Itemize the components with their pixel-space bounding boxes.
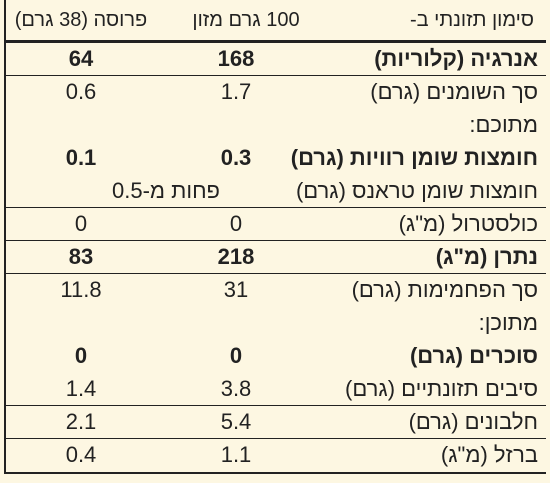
header-per100: 100 גרם מזון (192, 9, 300, 31)
value-per100: 0 (229, 343, 243, 368)
value-per100: 5.4 (220, 409, 252, 434)
row-label: נתרן (מ"ג) (435, 244, 538, 269)
row-label: חומצות שומן טראנס (גרם) (295, 178, 538, 203)
row-label: מתוכם: (469, 112, 538, 137)
value-per100: 1.7 (220, 79, 252, 104)
row-label: חומצות שומן רוויות (גרם) (290, 145, 538, 170)
row-label: סך השומנים (גרם) (370, 79, 538, 104)
value-per-slice: 2.1 (65, 409, 97, 434)
value-per100: 31 (223, 277, 249, 302)
value-per-slice: 11.8 (60, 277, 102, 302)
value-per100: 168 (217, 46, 255, 71)
row-label: ברזל (מ"ג) (440, 442, 538, 467)
value-per100: 0.3 (220, 145, 252, 170)
value-per100: 0 (229, 211, 243, 236)
value-per100: 3.8 (220, 376, 252, 401)
value-both: פחות מ-0.5 (112, 178, 220, 203)
value-per-slice: 1.4 (65, 376, 97, 401)
row-label: סך הפחמימות (גרם) (351, 277, 538, 302)
row-rule (6, 207, 546, 208)
header-per-slice: פרוסה (38 גרם) (14, 9, 148, 31)
value-per100: 218 (217, 244, 255, 269)
value-per-slice: 0.4 (65, 442, 97, 467)
row-rule (6, 438, 546, 439)
row-rule (6, 75, 546, 76)
row-label: אנרגיה (קלוריות) (374, 46, 538, 71)
row-label: סוכרים (גרם) (409, 343, 538, 368)
value-per-slice: 83 (68, 244, 94, 269)
row-label: חלבונים (גרם) (408, 409, 538, 434)
value-per-slice: 0.6 (65, 79, 97, 104)
header-rule (6, 40, 546, 43)
header-label: סימון תזונתי ב- (409, 9, 534, 31)
row-rule (6, 405, 546, 406)
value-per-slice: 64 (68, 46, 94, 71)
row-rule (6, 240, 546, 241)
value-per-slice: 0 (74, 343, 88, 368)
nutrition-table: סימון תזונתי ב- 100 גרם מזון פרוסה (38 ג… (4, 0, 546, 474)
value-per-slice: 0 (74, 211, 88, 236)
row-label: סיבים תזונתיים (גרם) (345, 376, 538, 401)
row-label: כולסטרול (מ"ג) (398, 211, 538, 236)
row-rule (6, 273, 546, 274)
value-per100: 1.1 (220, 442, 252, 467)
row-label: מתוכן: (478, 310, 538, 335)
value-per-slice: 0.1 (65, 145, 97, 170)
